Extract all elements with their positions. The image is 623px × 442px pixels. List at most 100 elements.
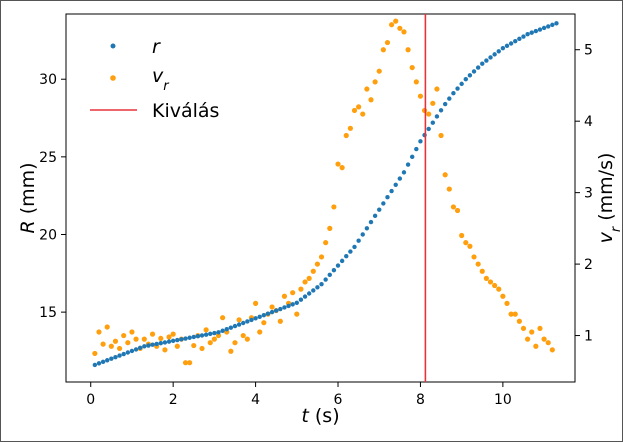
r-point bbox=[372, 213, 378, 219]
r-point bbox=[166, 339, 172, 344]
r-point bbox=[158, 340, 163, 346]
vr-point bbox=[116, 345, 123, 352]
vr-point bbox=[467, 243, 473, 249]
vr-point bbox=[199, 345, 205, 352]
vr-point bbox=[351, 107, 358, 114]
vr-point bbox=[158, 335, 164, 342]
vr-point bbox=[388, 22, 395, 28]
vr-point bbox=[240, 332, 246, 339]
r-point bbox=[426, 126, 431, 132]
vr-point bbox=[438, 132, 444, 139]
legend-label-vr: vr bbox=[152, 65, 170, 94]
r-point bbox=[245, 319, 250, 324]
r-point bbox=[410, 154, 415, 160]
r-point bbox=[228, 325, 234, 330]
vr-point bbox=[500, 293, 506, 299]
r-point bbox=[335, 263, 341, 268]
r-point bbox=[414, 146, 419, 152]
r-point bbox=[100, 359, 106, 365]
vr-point bbox=[537, 325, 543, 332]
r-point bbox=[306, 291, 312, 296]
vr-point bbox=[413, 79, 419, 85]
r-point bbox=[385, 195, 390, 200]
r-point bbox=[377, 207, 382, 212]
r-point bbox=[356, 238, 361, 243]
r-point bbox=[121, 351, 126, 357]
vr-point bbox=[228, 348, 234, 354]
vr-point bbox=[121, 332, 127, 339]
vr-point bbox=[434, 86, 440, 92]
r-point bbox=[92, 362, 98, 368]
r-point bbox=[496, 49, 501, 54]
vr-point bbox=[232, 340, 238, 346]
x-tick-label: 0 bbox=[86, 392, 95, 408]
vr-point bbox=[364, 86, 370, 92]
vr-point bbox=[261, 320, 267, 326]
r-point bbox=[236, 322, 242, 327]
vr-point bbox=[393, 18, 399, 24]
r-point bbox=[113, 354, 118, 360]
vr-point bbox=[129, 329, 135, 335]
vr-point bbox=[191, 342, 197, 349]
r-point bbox=[554, 21, 559, 26]
vr-point bbox=[356, 104, 362, 110]
vr-point bbox=[347, 125, 353, 131]
r-point bbox=[257, 314, 262, 319]
r-point bbox=[319, 281, 324, 287]
x-tick-label: 10 bbox=[494, 392, 512, 408]
r-point bbox=[438, 108, 444, 113]
r-point bbox=[405, 162, 411, 167]
vr-point bbox=[92, 350, 98, 357]
vr-point bbox=[442, 172, 448, 178]
r-point bbox=[96, 361, 102, 366]
vr-point bbox=[207, 340, 213, 346]
vr-point bbox=[454, 207, 461, 214]
vr-point bbox=[174, 343, 180, 349]
vr-point bbox=[372, 79, 378, 85]
vr-point bbox=[269, 304, 275, 310]
r-point bbox=[105, 358, 110, 363]
vr-point bbox=[475, 261, 481, 267]
vr-point bbox=[380, 47, 386, 53]
vr-point bbox=[220, 315, 226, 321]
vr-point bbox=[529, 329, 535, 335]
vr-point bbox=[281, 293, 288, 299]
r-point bbox=[430, 120, 436, 125]
r-point bbox=[183, 336, 188, 341]
vr-point bbox=[405, 47, 411, 53]
vr-point bbox=[323, 240, 329, 246]
vr-point bbox=[446, 186, 452, 192]
r-point bbox=[475, 65, 481, 70]
r-point bbox=[302, 294, 308, 299]
r-point bbox=[179, 337, 184, 342]
vr-point bbox=[112, 338, 119, 344]
vr-point bbox=[335, 161, 341, 167]
vr-point bbox=[187, 360, 193, 366]
r-point bbox=[344, 254, 349, 259]
r-point bbox=[203, 332, 209, 337]
vr-point bbox=[108, 343, 114, 349]
legend-label-r: r bbox=[152, 36, 161, 58]
vr-point bbox=[397, 25, 403, 31]
r-point bbox=[241, 320, 246, 326]
vr-point bbox=[426, 111, 432, 117]
r-point bbox=[451, 90, 456, 96]
vr-point bbox=[401, 29, 407, 35]
r-point bbox=[109, 356, 114, 361]
legend-label-kivalas: Kiválás bbox=[152, 100, 219, 122]
y-right-axis-label: vr (mm/s) bbox=[595, 153, 623, 244]
r-point bbox=[146, 343, 151, 348]
vr-point bbox=[487, 279, 494, 285]
vr-point bbox=[343, 132, 349, 139]
r-point bbox=[142, 344, 147, 349]
r-point bbox=[500, 45, 506, 51]
r-point bbox=[360, 232, 365, 237]
r-point bbox=[187, 335, 192, 340]
r-point bbox=[537, 27, 543, 32]
vr-point bbox=[125, 340, 131, 346]
vr-point bbox=[545, 340, 551, 346]
vr-point bbox=[257, 329, 263, 335]
vr-point bbox=[182, 360, 189, 366]
r-point bbox=[212, 330, 217, 336]
vr-point bbox=[252, 300, 259, 306]
